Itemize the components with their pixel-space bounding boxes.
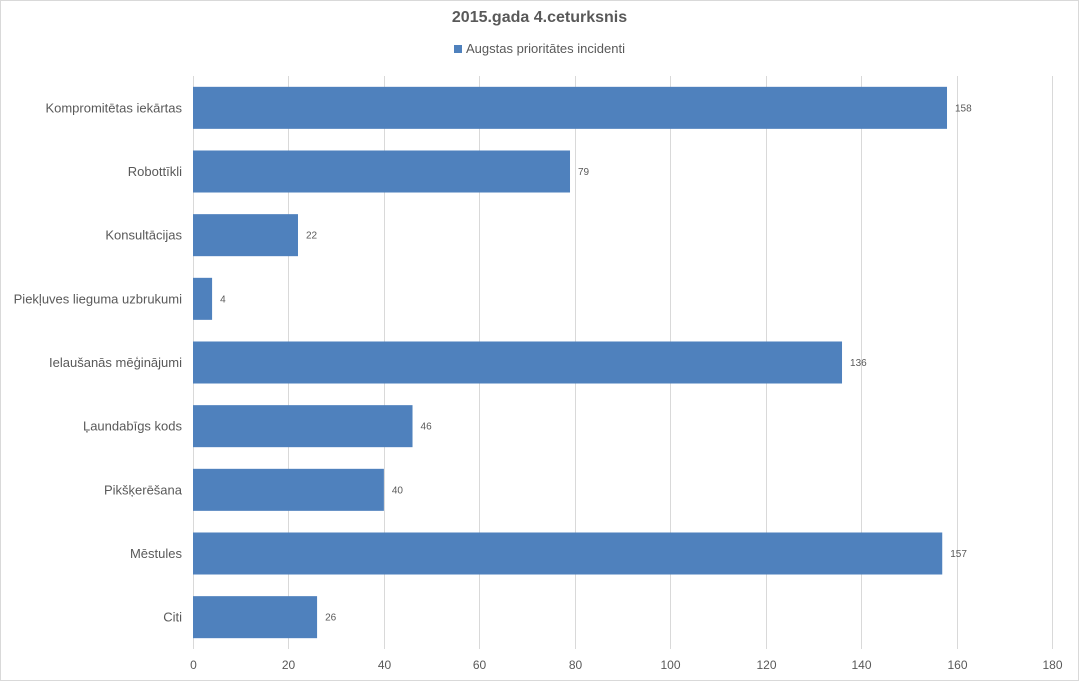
x-tick-label: 40 xyxy=(378,658,392,672)
legend-entry: Augstas prioritātes incidenti xyxy=(466,41,625,56)
data-label: 40 xyxy=(392,485,404,496)
chart-title: 2015.gada 4.ceturksnis xyxy=(451,9,628,26)
data-label: 79 xyxy=(578,167,590,178)
x-tick-label: 100 xyxy=(660,658,680,672)
category-label: Mēstules xyxy=(130,546,183,561)
x-tick-label: 180 xyxy=(1042,658,1062,672)
category-label: Pikšķerēšana xyxy=(104,482,183,497)
bar xyxy=(193,150,571,193)
category-label: Kompromitētas iekārtas xyxy=(45,100,182,115)
bar xyxy=(193,341,843,384)
legend-swatch xyxy=(454,44,462,53)
bar xyxy=(193,405,413,448)
x-tick-label: 160 xyxy=(947,658,967,672)
bar xyxy=(193,277,213,320)
data-label: 26 xyxy=(325,613,337,624)
bar xyxy=(193,468,384,511)
category-label: Piekļuves lieguma uzbrukumi xyxy=(14,291,182,306)
category-label: Ļaundabīgs kods xyxy=(83,419,183,434)
x-tick-label: 60 xyxy=(473,658,487,672)
category-labels: Kompromitētas iekārtas Robottīkli Konsultā… xyxy=(14,100,183,624)
x-tick-label: 140 xyxy=(851,658,871,672)
bars xyxy=(193,86,948,639)
data-label: 136 xyxy=(850,358,867,369)
category-label: Robottīkli xyxy=(128,164,182,179)
x-tick-label: 80 xyxy=(569,658,583,672)
x-axis-tick-labels: 0 20 40 60 80 100 120 140 160 180 xyxy=(190,658,1063,672)
legend: Augstas prioritātes incidenti xyxy=(0,41,1079,56)
x-tick-label: 120 xyxy=(756,658,776,672)
data-label: 22 xyxy=(306,231,318,242)
data-labels: 158 79 22 4 136 46 40 157 26 xyxy=(220,103,972,623)
x-tick-label: 0 xyxy=(190,658,197,672)
category-label: Ielaušanās mēģinājumi xyxy=(49,355,182,370)
category-label: Konsultācijas xyxy=(105,228,182,243)
data-label: 158 xyxy=(955,103,972,114)
category-label: Citi xyxy=(163,610,182,625)
bar xyxy=(193,532,943,575)
bar xyxy=(193,86,948,129)
bar xyxy=(193,214,298,257)
data-label: 4 xyxy=(220,294,226,305)
data-label: 46 xyxy=(421,422,433,433)
bar xyxy=(193,596,318,639)
data-label: 157 xyxy=(950,549,967,560)
x-tick-label: 20 xyxy=(282,658,296,672)
